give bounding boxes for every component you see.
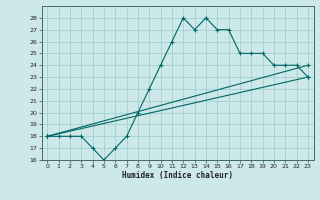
X-axis label: Humidex (Indice chaleur): Humidex (Indice chaleur) — [122, 171, 233, 180]
